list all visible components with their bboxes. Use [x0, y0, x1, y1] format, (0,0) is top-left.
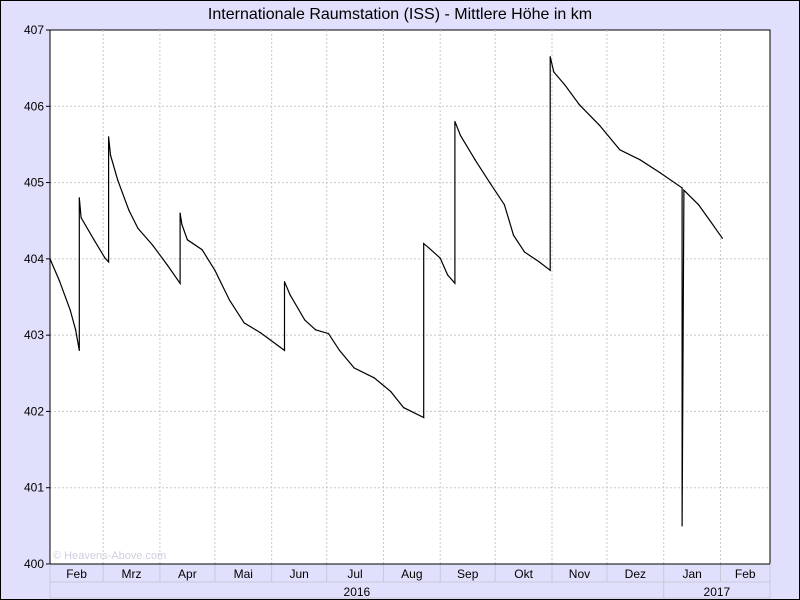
data-point — [373, 377, 375, 379]
data-point — [93, 239, 95, 241]
plot-area — [49, 29, 771, 565]
chart-title: Internationale Raumstation (ISS) - Mittl… — [207, 6, 593, 23]
y-tick-label: 406 — [24, 99, 44, 113]
y-tick-label: 401 — [24, 481, 44, 495]
x-tick-label: Jun — [289, 567, 308, 581]
y-tick-label: 402 — [24, 404, 44, 418]
data-point — [289, 294, 291, 296]
x-tick-label: Okt — [514, 567, 533, 581]
data-point — [459, 134, 461, 136]
data-point — [619, 149, 621, 151]
data-point — [428, 247, 430, 249]
data-point — [214, 269, 216, 271]
data-point — [549, 269, 551, 271]
data-point — [117, 179, 119, 181]
y-tick-label: 407 — [24, 23, 44, 37]
year-label: 2016 — [344, 585, 371, 599]
data-point — [315, 329, 317, 331]
data-point — [151, 244, 154, 246]
data-point — [697, 204, 700, 206]
data-point — [659, 172, 661, 174]
data-point — [304, 319, 306, 321]
data-point — [283, 349, 286, 351]
data-point — [283, 281, 286, 283]
data-point — [681, 525, 683, 527]
data-point — [260, 332, 262, 334]
x-tick-label: Dez — [625, 567, 646, 581]
data-point — [599, 124, 601, 126]
x-tick-label: Jan — [682, 567, 701, 581]
data-point — [128, 209, 130, 211]
data-point — [538, 261, 540, 263]
data-point — [327, 333, 330, 335]
watermark: © Heavens-Above.com — [53, 550, 166, 562]
data-point — [512, 234, 515, 236]
x-tick-label: Feb — [66, 567, 87, 581]
data-point — [454, 282, 456, 284]
x-tick-label: Nov — [569, 567, 590, 581]
data-point — [721, 237, 723, 239]
x-tick-label: Mai — [234, 567, 253, 581]
data-point — [708, 219, 711, 221]
data-point — [109, 154, 112, 156]
x-tick-label: Feb — [735, 567, 756, 581]
data-point — [454, 120, 456, 123]
data-point — [166, 264, 168, 266]
data-point — [338, 349, 341, 351]
data-point — [578, 104, 581, 106]
year-label: 2017 — [704, 585, 731, 599]
data-point — [353, 367, 355, 369]
data-point — [639, 159, 641, 161]
data-point — [243, 322, 245, 324]
altitude-series-line — [49, 56, 723, 526]
x-tick-label: Aug — [401, 567, 422, 581]
data-point — [58, 279, 60, 281]
data-point — [549, 56, 551, 58]
data-point — [108, 261, 110, 263]
x-axis-strip — [49, 563, 771, 599]
data-point — [186, 239, 189, 241]
data-point — [78, 349, 80, 351]
data-point — [523, 251, 526, 253]
data-point — [179, 212, 181, 214]
data-point — [78, 197, 80, 199]
data-point — [489, 181, 491, 184]
data-point — [390, 390, 392, 393]
data-point — [402, 407, 405, 409]
data-point — [108, 136, 110, 138]
x-tick-label: Sep — [457, 567, 479, 581]
data-point — [446, 274, 449, 276]
y-tick-label: 400 — [24, 557, 44, 571]
data-point — [503, 204, 505, 206]
y-tick-label: 404 — [24, 252, 44, 266]
data-point — [137, 227, 139, 229]
data-point — [201, 249, 203, 251]
data-point — [69, 309, 71, 311]
x-tick-label: Jul — [347, 567, 362, 581]
data-point — [181, 223, 183, 226]
data-point — [423, 416, 425, 419]
data-point — [423, 243, 425, 245]
y-tick-label: 405 — [24, 176, 44, 190]
x-tick-label: Mrz — [122, 567, 142, 581]
data-point — [564, 84, 566, 86]
data-point — [683, 189, 685, 191]
data-point — [553, 71, 555, 73]
data-point — [75, 329, 77, 331]
data-point — [439, 257, 441, 259]
data-point — [474, 159, 476, 161]
data-point — [681, 187, 683, 189]
x-tick-label: Apr — [178, 567, 197, 581]
data-point — [80, 217, 82, 219]
data-point — [179, 282, 181, 284]
data-point — [228, 299, 231, 301]
data-point — [104, 257, 106, 259]
y-tick-label: 403 — [24, 328, 44, 342]
